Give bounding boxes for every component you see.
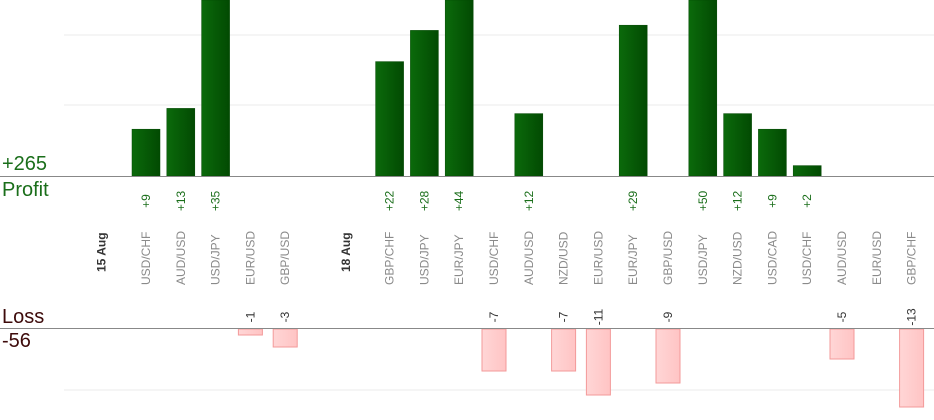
loss-bar	[585, 328, 611, 396]
loss-bar	[829, 328, 855, 360]
pair-label: USD/CHF	[800, 232, 814, 285]
value-label: +13	[174, 190, 188, 211]
pair-label: USD/JPY	[696, 234, 710, 285]
pair-label: EUR/USD	[591, 231, 605, 285]
value-label: -13	[905, 308, 919, 326]
pair-label: USD/CHF	[487, 232, 501, 285]
value-label: -3	[278, 311, 292, 322]
profit-bar	[131, 128, 161, 177]
value-label: -9	[661, 311, 675, 322]
baselines	[0, 176, 934, 329]
profit-bar	[444, 0, 474, 177]
pair-label: AUD/USD	[835, 231, 849, 285]
value-label: -7	[557, 311, 571, 322]
pair-label: EUR/USD	[870, 231, 884, 285]
profit-bar	[410, 30, 439, 177]
loss-bar	[899, 328, 925, 408]
pair-label: GBP/USD	[661, 231, 675, 285]
pair-label: USD/JPY	[417, 234, 431, 285]
pair-label: USD/CAD	[765, 231, 779, 285]
pair-label: AUD/USD	[522, 231, 536, 285]
pair-label: EUR/JPY	[452, 234, 466, 285]
loss-bar	[551, 328, 577, 372]
value-label: +12	[731, 190, 745, 211]
value-label: -5	[835, 311, 849, 322]
value-label: +22	[383, 190, 397, 211]
pair-label: GBP/CHF	[905, 232, 919, 285]
labels: 15 Aug USD/CHF +9 AUD/USD +13 USD/JPY +35 EUR/U…	[95, 190, 919, 325]
value-label: +28	[417, 190, 431, 211]
loss-bar	[481, 328, 507, 372]
value-label: +9	[139, 194, 153, 208]
value-label: +50	[696, 190, 710, 211]
pair-label: EUR/USD	[243, 231, 257, 285]
profit-bar	[758, 128, 787, 177]
value-label: +2	[800, 194, 814, 208]
profit-bar	[792, 165, 822, 177]
profit-total: +265	[2, 153, 48, 175]
profit-label: Profit	[2, 179, 49, 201]
bars	[131, 0, 925, 408]
profit-bar	[201, 0, 230, 177]
loss-bar	[237, 328, 263, 336]
value-label: +29	[626, 190, 640, 211]
value-label: +35	[209, 190, 223, 211]
value-label: +44	[452, 190, 466, 211]
profit-bar	[514, 113, 544, 177]
loss-bar	[272, 328, 298, 348]
value-label: -7	[487, 311, 501, 322]
value-label: +9	[765, 194, 779, 208]
pair-label: USD/CHF	[139, 232, 153, 285]
pair-label: NZD/USD	[557, 231, 571, 285]
pair-label: NZD/USD	[731, 231, 745, 285]
profit-bar	[723, 113, 752, 177]
pair-label: GBP/USD	[278, 231, 292, 285]
pair-label: AUD/USD	[174, 231, 188, 285]
value-label: -11	[591, 308, 605, 325]
date-label: 15 Aug	[95, 232, 109, 272]
pair-label: GBP/CHF	[383, 232, 397, 285]
profit-bar	[618, 24, 648, 177]
loss-total: -56	[2, 330, 31, 352]
profit-bar	[375, 61, 404, 177]
profit-bar	[166, 108, 196, 177]
pair-label: EUR/JPY	[626, 234, 640, 285]
profit-bar	[688, 0, 718, 177]
pair-label: USD/JPY	[209, 234, 223, 285]
value-label: +12	[522, 190, 536, 211]
loss-bar	[655, 328, 681, 384]
loss-label: Loss	[2, 306, 45, 328]
date-label: 18 Aug	[339, 232, 353, 272]
value-label: -1	[243, 311, 257, 322]
